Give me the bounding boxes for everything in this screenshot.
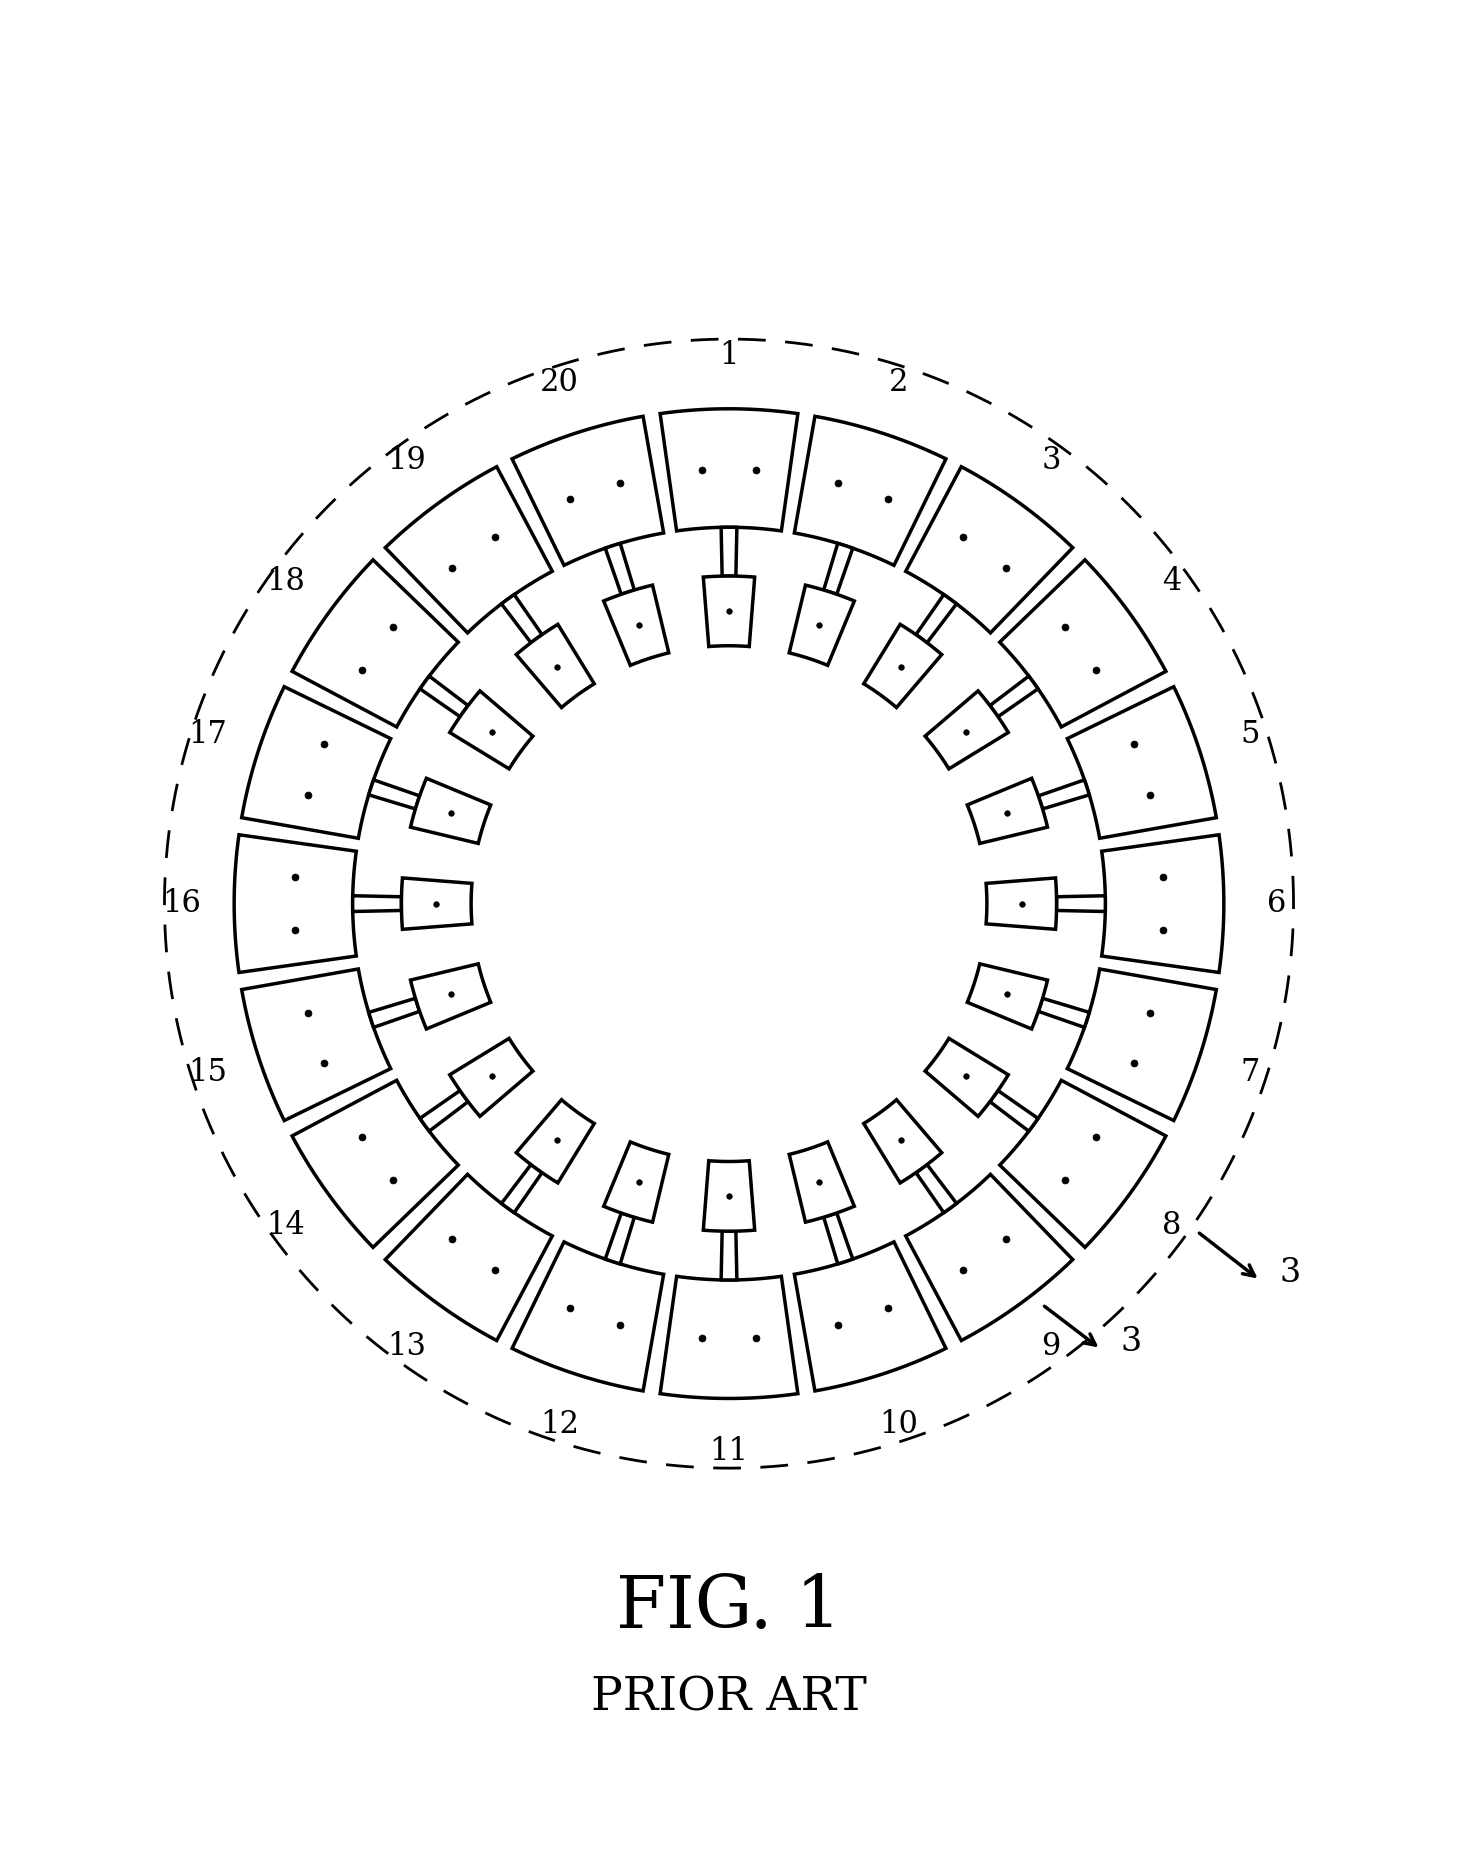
Polygon shape <box>795 1243 946 1392</box>
Polygon shape <box>1038 999 1089 1027</box>
Polygon shape <box>905 468 1073 633</box>
Polygon shape <box>401 877 472 930</box>
Text: 3: 3 <box>1121 1326 1142 1358</box>
Text: PRIOR ART: PRIOR ART <box>590 1675 868 1721</box>
Polygon shape <box>604 585 669 665</box>
Text: 13: 13 <box>388 1332 427 1362</box>
Text: 19: 19 <box>388 445 426 475</box>
Polygon shape <box>863 1099 942 1183</box>
Polygon shape <box>411 779 491 844</box>
Polygon shape <box>385 468 553 633</box>
Polygon shape <box>420 1090 468 1131</box>
Polygon shape <box>722 1231 736 1280</box>
Polygon shape <box>604 1142 669 1222</box>
Text: 3: 3 <box>1280 1258 1301 1289</box>
Polygon shape <box>722 527 736 576</box>
Polygon shape <box>292 561 458 727</box>
Polygon shape <box>1102 835 1223 972</box>
Text: 12: 12 <box>541 1408 579 1440</box>
Polygon shape <box>986 877 1057 930</box>
Polygon shape <box>795 415 946 564</box>
Polygon shape <box>789 585 854 665</box>
Text: 8: 8 <box>1162 1211 1182 1241</box>
Polygon shape <box>1038 781 1089 809</box>
Polygon shape <box>516 624 595 708</box>
Text: 3: 3 <box>1041 445 1061 475</box>
Text: 7: 7 <box>1241 1058 1260 1088</box>
Polygon shape <box>916 1164 956 1213</box>
Polygon shape <box>1000 561 1166 727</box>
Polygon shape <box>703 576 755 646</box>
Text: 2: 2 <box>888 367 908 399</box>
Polygon shape <box>990 676 1038 717</box>
Polygon shape <box>512 1243 663 1392</box>
Polygon shape <box>512 415 663 564</box>
Polygon shape <box>385 1174 553 1341</box>
Polygon shape <box>789 1142 854 1222</box>
Polygon shape <box>905 1174 1073 1341</box>
Polygon shape <box>449 691 534 769</box>
Text: 14: 14 <box>267 1211 305 1241</box>
Text: 20: 20 <box>541 367 579 399</box>
Polygon shape <box>924 1038 1009 1116</box>
Polygon shape <box>863 624 942 708</box>
Polygon shape <box>1067 687 1216 838</box>
Text: 6: 6 <box>1267 889 1286 918</box>
Polygon shape <box>449 1038 534 1116</box>
Text: 16: 16 <box>162 889 201 918</box>
Text: 10: 10 <box>879 1408 917 1440</box>
Polygon shape <box>660 408 798 531</box>
Polygon shape <box>369 999 420 1027</box>
Text: 11: 11 <box>710 1436 748 1466</box>
Polygon shape <box>1057 896 1105 911</box>
Text: 17: 17 <box>188 719 227 749</box>
Polygon shape <box>660 1276 798 1399</box>
Text: 4: 4 <box>1162 566 1182 598</box>
Text: 5: 5 <box>1241 719 1260 749</box>
Polygon shape <box>242 687 391 838</box>
Polygon shape <box>605 1213 634 1263</box>
Polygon shape <box>369 781 420 809</box>
Polygon shape <box>1000 1081 1166 1248</box>
Polygon shape <box>420 676 468 717</box>
Polygon shape <box>967 779 1047 844</box>
Polygon shape <box>516 1099 595 1183</box>
Polygon shape <box>605 544 634 594</box>
Polygon shape <box>703 1161 755 1231</box>
Polygon shape <box>242 969 391 1120</box>
Polygon shape <box>353 896 401 911</box>
Text: FIG. 1: FIG. 1 <box>617 1572 841 1643</box>
Polygon shape <box>824 544 853 594</box>
Text: 15: 15 <box>188 1058 227 1088</box>
Polygon shape <box>916 594 956 643</box>
Polygon shape <box>824 1213 853 1263</box>
Polygon shape <box>990 1090 1038 1131</box>
Text: 18: 18 <box>267 566 305 598</box>
Text: 1: 1 <box>719 341 739 371</box>
Polygon shape <box>235 835 356 972</box>
Polygon shape <box>502 594 542 643</box>
Polygon shape <box>292 1081 458 1248</box>
Polygon shape <box>924 691 1009 769</box>
Polygon shape <box>967 963 1047 1028</box>
Polygon shape <box>1067 969 1216 1120</box>
Polygon shape <box>411 963 491 1028</box>
Text: 9: 9 <box>1041 1332 1060 1362</box>
Polygon shape <box>502 1164 542 1213</box>
